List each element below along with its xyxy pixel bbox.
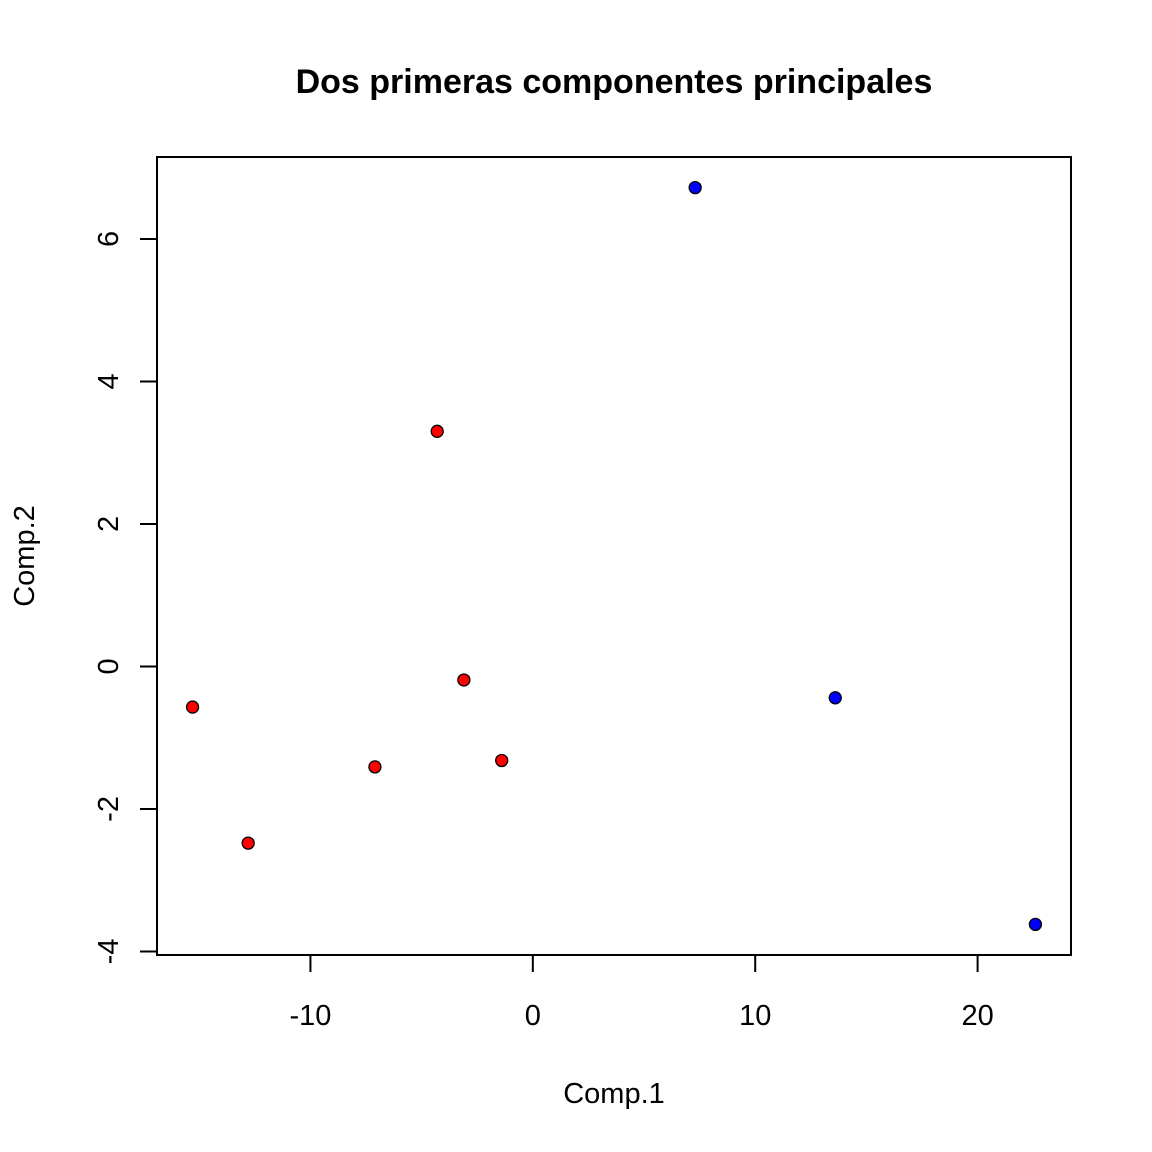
data-point	[430, 424, 444, 438]
data-point	[241, 836, 255, 850]
x-axis-label: Comp.1	[563, 1078, 665, 1110]
x-tick-label: 10	[739, 1000, 771, 1032]
y-axis-label: Comp.2	[9, 505, 41, 607]
plot-frame	[156, 156, 1072, 956]
y-tick-label: 4	[93, 373, 125, 389]
y-tick-label: 0	[93, 658, 125, 674]
data-point	[457, 673, 471, 687]
data-point	[368, 760, 382, 774]
data-point	[828, 691, 842, 705]
data-point	[185, 700, 200, 714]
x-tick-label: 20	[961, 1000, 993, 1032]
data-point	[495, 753, 509, 768]
x-axis: -10 0 10 20	[289, 954, 994, 1032]
data-point	[688, 180, 702, 195]
y-tick-label: -2	[93, 796, 125, 822]
y-tick-label: 6	[93, 231, 125, 247]
chart-title: Dos primeras componentes principales	[296, 63, 933, 101]
y-tick-label: 2	[93, 516, 125, 532]
data-point	[1028, 917, 1043, 932]
y-axis: -4 -2 0 2 4 6	[93, 231, 158, 965]
y-tick-label: -4	[93, 939, 125, 965]
x-tick-label: 0	[525, 1000, 541, 1032]
x-tick-label: -10	[289, 1000, 331, 1032]
data-points	[185, 180, 1043, 932]
